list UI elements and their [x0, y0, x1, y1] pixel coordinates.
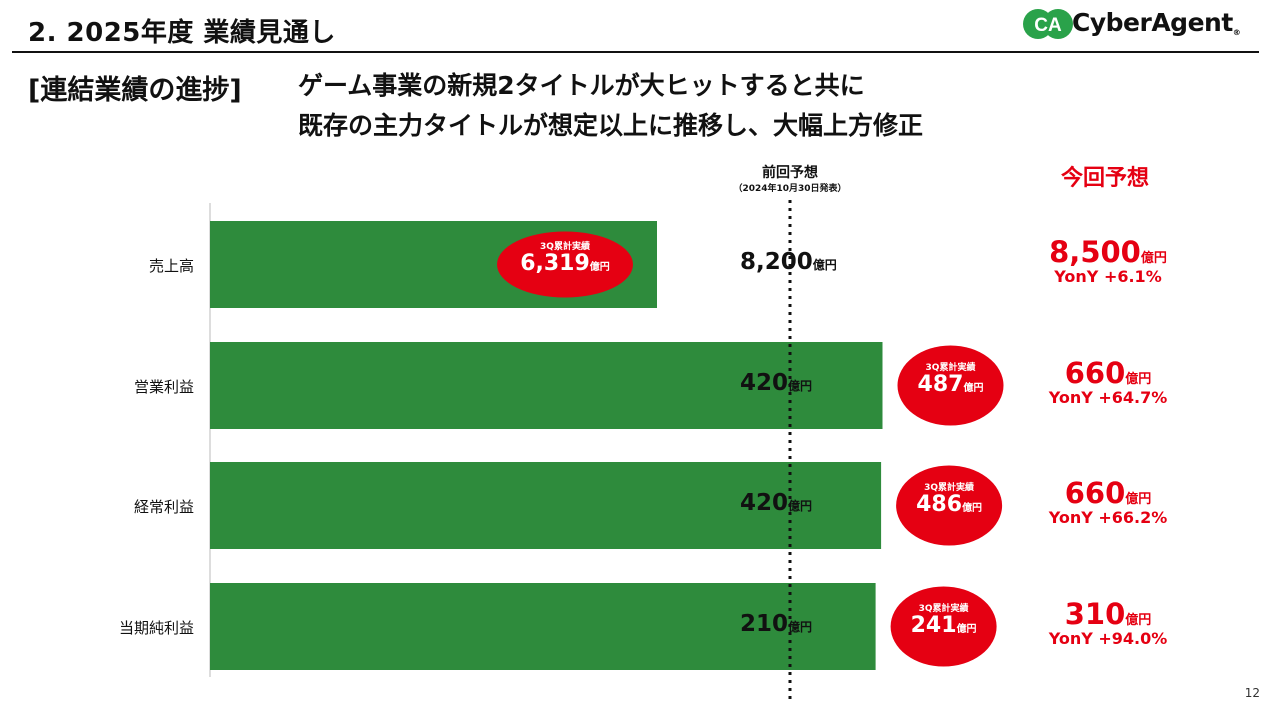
headline-line-2: 既存の主力タイトルが想定以上に推移し、大幅上方修正	[298, 111, 924, 140]
previous-label-3: 210億円	[740, 611, 812, 637]
category-label-0: 売上高	[148, 256, 194, 275]
current-unit-1: 億円	[1125, 371, 1152, 387]
previous-unit-3: 億円	[788, 619, 813, 634]
previous-value-1: 420	[740, 369, 789, 396]
page-number: 12	[1244, 686, 1260, 700]
bar-2	[210, 462, 882, 549]
current-yoy-0: YonY +6.1%	[1054, 266, 1162, 286]
previous-label-1: 420億円	[740, 370, 812, 396]
actual-ellipse-0	[497, 231, 633, 298]
current-value-0: 8,500	[1049, 234, 1141, 269]
category-label-2: 経常利益	[133, 497, 194, 516]
logo-mark-text: CA	[1034, 15, 1062, 36]
current-value-2: 660	[1064, 475, 1126, 510]
current-unit-2: 億円	[1125, 491, 1152, 507]
previous-unit-1: 億円	[788, 378, 813, 393]
cyberagent-logo-icon: CA	[1023, 9, 1073, 39]
actual-ellipse-2	[896, 465, 1003, 546]
previous-value-2: 420	[740, 489, 789, 516]
current-yoy-3: YonY +94.0%	[1048, 628, 1168, 648]
previous-forecast-date: （2024年10月30日発表）	[733, 184, 847, 194]
previous-value-0: 8,200	[740, 248, 813, 275]
actual-ellipse-3	[890, 586, 997, 667]
bar-1	[210, 342, 883, 429]
bar-3	[210, 583, 876, 670]
section-tag: [連結業績の進捗]	[28, 75, 242, 106]
current-label-3: 310億円 YonY +94.0%	[1023, 597, 1193, 648]
current-label-0: 8,500億円 YonY +6.1%	[1023, 235, 1193, 286]
previous-label-2: 420億円	[740, 490, 812, 516]
current-yoy-1: YonY +64.7%	[1048, 387, 1168, 407]
current-unit-0: 億円	[1140, 250, 1167, 266]
previous-label-0: 8,200億円	[740, 249, 837, 275]
previous-value-3: 210	[740, 610, 789, 637]
logo-registered: ®	[1232, 28, 1241, 37]
page-title: 2. 2025年度 業績見通し	[28, 18, 336, 48]
title-divider	[12, 51, 1259, 53]
previous-forecast-title: 前回予想	[762, 165, 818, 181]
headline-line-1: ゲーム事業の新規2タイトルが大ヒットすると共に	[298, 71, 865, 100]
previous-unit-0: 億円	[812, 257, 837, 272]
current-label-2: 660億円 YonY +66.2%	[1023, 476, 1193, 527]
previous-unit-2: 億円	[788, 498, 813, 513]
logo-text: CyberAgent®	[1072, 8, 1241, 37]
category-label-3: 当期純利益	[118, 618, 194, 637]
current-value-1: 660	[1064, 355, 1126, 390]
category-label-1: 営業利益	[133, 377, 194, 396]
actual-ellipse-1	[897, 345, 1004, 426]
current-unit-3: 億円	[1125, 612, 1152, 628]
logo-name: CyberAgent	[1072, 8, 1233, 37]
current-forecast-title: 今回予想	[1060, 166, 1149, 191]
headline: ゲーム事業の新規2タイトルが大ヒットすると共に 既存の主力タイトルが想定以上に推…	[298, 66, 923, 146]
current-value-3: 310	[1064, 596, 1126, 631]
current-label-1: 660億円 YonY +64.7%	[1023, 356, 1193, 407]
current-yoy-2: YonY +66.2%	[1048, 507, 1168, 527]
